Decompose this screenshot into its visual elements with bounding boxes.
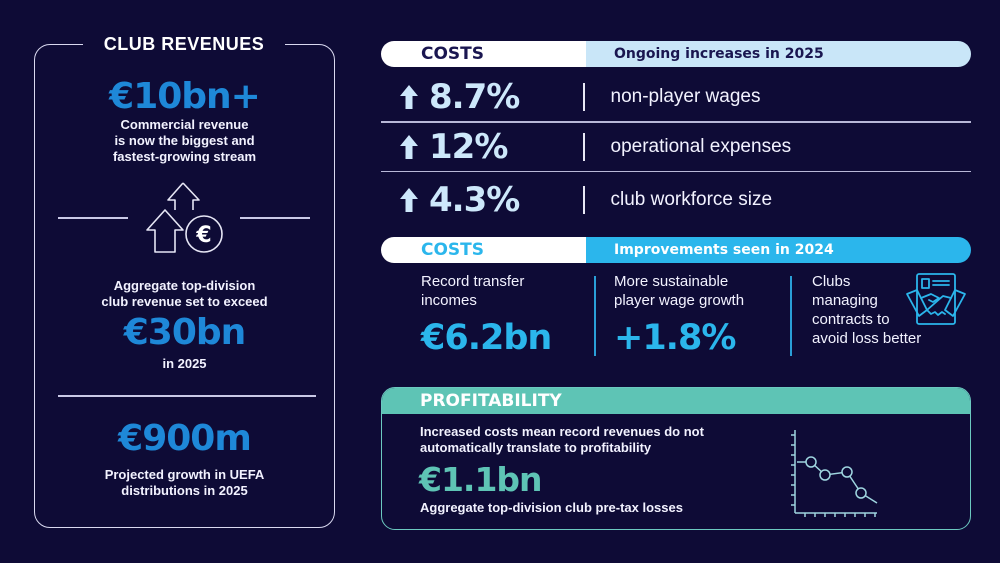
description-line: Increased costs mean record revenues do … — [420, 424, 704, 439]
profitability-description: Increased costs mean record revenues do … — [420, 424, 704, 456]
description-line: Commercial revenue — [120, 117, 249, 132]
increase-label: non-player wages — [610, 86, 761, 107]
profitability-header: PROFITABILITY — [382, 388, 970, 414]
commercial-revenue-description: Commercial revenue is now the biggest an… — [34, 117, 335, 165]
intro-line: Aggregate top-division — [113, 278, 256, 293]
label-line: Record transfer — [421, 273, 525, 290]
ongoing-increases-label: Ongoing increases in 2025 — [586, 41, 971, 67]
increase-label: operational expenses — [610, 135, 792, 157]
divider — [58, 217, 128, 219]
commercial-revenue-value: €10bn+ — [109, 76, 261, 117]
label-line: avoid loss better — [812, 330, 922, 347]
pretax-losses-value: €1.1bn — [419, 460, 543, 499]
item-label: More sustainable player wage growth — [614, 272, 744, 310]
label-line: player wage growth — [614, 292, 745, 309]
description-line: fastest-growing stream — [112, 149, 257, 164]
handshake-contract-icon — [906, 273, 966, 325]
divider — [240, 217, 310, 219]
wage-growth-item: More sustainable player wage growth +1.8… — [614, 272, 744, 358]
label-line: More sustainable — [614, 273, 729, 290]
svg-text:€: € — [195, 223, 211, 248]
transfer-income-value: €6.2bn — [421, 318, 552, 358]
club-revenues-title: CLUB REVENUES — [83, 32, 285, 56]
item-label: Record transfer incomes — [421, 272, 551, 310]
improvements-label: Improvements seen in 2024 — [586, 237, 971, 263]
increase-value: 4.3% — [429, 180, 520, 220]
ongoing-increases-list: 8.7% non-player wages 12% operational ex… — [381, 73, 971, 228]
label-line: contracts to — [812, 311, 890, 328]
increase-row: 12% operational expenses — [381, 123, 971, 171]
arrow-up-icon — [381, 187, 429, 213]
description-line: distributions in 2025 — [121, 483, 248, 498]
arrow-up-icon — [381, 84, 429, 110]
item-label: Clubs managing contracts to avoid loss b… — [812, 272, 921, 348]
row-divider — [381, 170, 971, 172]
profitability-panel: PROFITABILITY — [381, 387, 971, 530]
label-line: Clubs — [812, 273, 851, 290]
revenue-growth-euro-icon: € — [146, 182, 223, 253]
transfer-income-item: Record transfer incomes €6.2bn — [421, 272, 552, 358]
separator — [583, 186, 585, 214]
arrow-up-icon — [381, 134, 429, 160]
intro-line: club revenue set to exceed — [101, 294, 268, 309]
label-line: incomes — [421, 292, 477, 309]
aggregate-revenue-intro: Aggregate top-division club revenue set … — [34, 278, 335, 310]
row-divider — [381, 121, 971, 123]
costs-ongoing-header: COSTS Ongoing increases in 2025 — [381, 41, 971, 67]
increase-value: 8.7% — [429, 77, 520, 117]
separator — [594, 276, 596, 356]
uefa-distributions-description: Projected growth in UEFA distributions i… — [34, 467, 335, 499]
description-line: Projected growth in UEFA — [104, 467, 265, 482]
description-line: is now the biggest and — [114, 133, 255, 148]
label-line: managing — [812, 292, 878, 309]
increase-row: 4.3% club workforce size — [381, 172, 971, 228]
increase-label: club workforce size — [610, 189, 773, 210]
aggregate-revenue-year: in 2025 — [162, 356, 207, 371]
wage-growth-value: +1.8% — [614, 318, 736, 358]
costs-improvements-header: COSTS Improvements seen in 2024 — [381, 237, 971, 263]
contracts-item: Clubs managing contracts to avoid loss b… — [812, 272, 921, 348]
costs-label: COSTS — [381, 237, 586, 263]
description-line: automatically translate to profitability — [420, 440, 652, 455]
aggregate-revenue-value: €30bn — [123, 312, 247, 353]
uefa-distributions-value: €900m — [118, 418, 252, 459]
pretax-losses-caption: Aggregate top-division club pre-tax loss… — [420, 500, 683, 515]
increase-value: 12% — [429, 126, 508, 167]
separator — [790, 276, 792, 356]
separator — [583, 83, 585, 111]
costs-label: COSTS — [381, 41, 586, 67]
separator — [583, 132, 585, 161]
declining-line-chart-icon — [791, 430, 878, 517]
divider — [58, 395, 316, 397]
increase-row: 8.7% non-player wages — [381, 73, 971, 121]
